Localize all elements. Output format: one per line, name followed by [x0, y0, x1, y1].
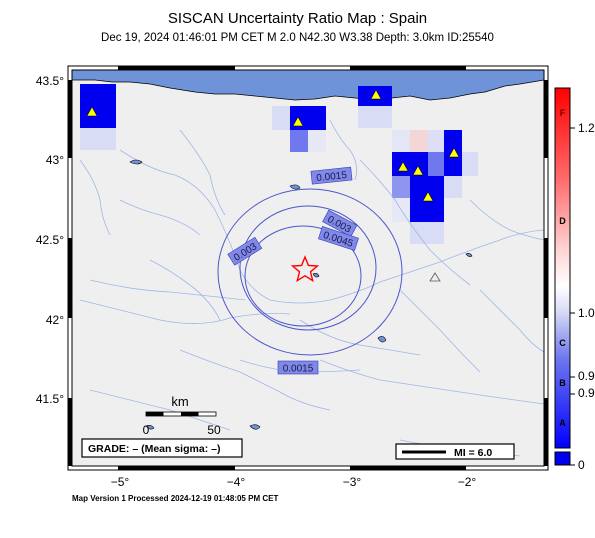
- contour-0-003: [239, 205, 377, 331]
- rivers: [79, 119, 544, 457]
- uncertainty-contours: [217, 188, 403, 356]
- contour-label: 0.0015: [316, 170, 348, 184]
- colorbar-letter: A: [559, 418, 566, 428]
- map-title: SISCAN Uncertainty Ratio Map : Spain: [167, 10, 428, 27]
- station-triangle-inactive: [429, 272, 441, 282]
- lon-label: −4°: [227, 475, 246, 489]
- contour-0-0015: [217, 188, 403, 356]
- scale-bar: km 0 50: [143, 394, 221, 437]
- colorbar: F D C B A 1.2 1.0 0.9 0.9 0: [554, 87, 595, 472]
- map-area: 0.0015 0.003 0.0045 0.003 0.0015: [72, 70, 544, 466]
- station-triangle: [448, 147, 460, 158]
- colorbar-letter: D: [559, 216, 566, 226]
- station-triangle: [422, 191, 434, 202]
- grade-text: GRADE: – (Mean sigma: –): [88, 443, 220, 455]
- reservoirs: [129, 159, 473, 430]
- colorbar-value: 0: [578, 458, 585, 472]
- map-frame: [67, 65, 549, 471]
- colorbar-min-swatch: [554, 451, 571, 466]
- stations: [86, 89, 460, 282]
- grid-cell: [428, 130, 444, 152]
- contour-label: 0.0015: [283, 364, 314, 375]
- lon-label: −3°: [343, 475, 362, 489]
- grid-cell: [392, 130, 410, 152]
- colorbar-value: 0.9: [578, 369, 595, 383]
- lon-label: −2°: [458, 475, 477, 489]
- colorbar-letter: F: [560, 108, 566, 118]
- scale-start: 0: [143, 423, 150, 437]
- grade-box: GRADE: – (Mean sigma: –): [81, 438, 243, 458]
- scale-title: km: [171, 394, 188, 409]
- lat-label: 43°: [46, 153, 64, 167]
- grid-cell: [392, 152, 428, 176]
- grid-cell: [80, 84, 116, 128]
- grid-cell: [444, 176, 462, 198]
- map-subtitle: Dec 19, 2024 01:46:01 PM CET M 2.0 N42.3…: [101, 32, 494, 44]
- grid-cell: [410, 222, 444, 244]
- grid-cell: [410, 130, 428, 152]
- station-triangle: [412, 165, 424, 176]
- station-triangle: [292, 116, 304, 127]
- contour-0-0045: [244, 225, 362, 327]
- colorbar-letter: C: [559, 338, 566, 348]
- colorbar-letter: B: [559, 378, 566, 388]
- grid-cell: [308, 130, 326, 152]
- grid-cell: [80, 128, 116, 150]
- grid-cell: [392, 176, 410, 198]
- colorbar-value: 1.2: [578, 121, 595, 135]
- lon-label: −5°: [111, 475, 130, 489]
- colorbar-value: 0.9: [578, 386, 595, 400]
- lat-label: 43.5°: [36, 74, 64, 88]
- lat-label: 41.5°: [36, 392, 64, 406]
- colorbar-gradient: [554, 87, 571, 449]
- mi-text: MI = 6.0: [454, 447, 492, 459]
- lat-label: 42.5°: [36, 233, 64, 247]
- colorbar-value: 1.0: [578, 306, 595, 320]
- grid-cell: [290, 130, 308, 152]
- sea-bay-of-biscay: [72, 70, 544, 101]
- grid-cell: [462, 152, 478, 176]
- grid-cell: [290, 106, 326, 130]
- station-triangle: [370, 89, 382, 100]
- lat-label: 42°: [46, 313, 64, 327]
- station-triangle: [86, 106, 98, 117]
- latitude-labels: 43.5° 43° 42.5° 42° 41.5°: [36, 74, 64, 406]
- mi-box: MI = 6.0: [395, 443, 515, 460]
- grid-cell: [358, 106, 392, 128]
- grid-cell: [428, 152, 444, 176]
- station-triangle: [397, 161, 409, 172]
- longitude-labels: −5° −4° −3° −2°: [111, 475, 477, 489]
- processing-footer: Map Version 1 Processed 2024-12-19 01:48…: [72, 494, 279, 503]
- epicenter-star: [290, 255, 320, 283]
- scale-end: 50: [207, 423, 221, 437]
- grid-cell: [272, 106, 290, 130]
